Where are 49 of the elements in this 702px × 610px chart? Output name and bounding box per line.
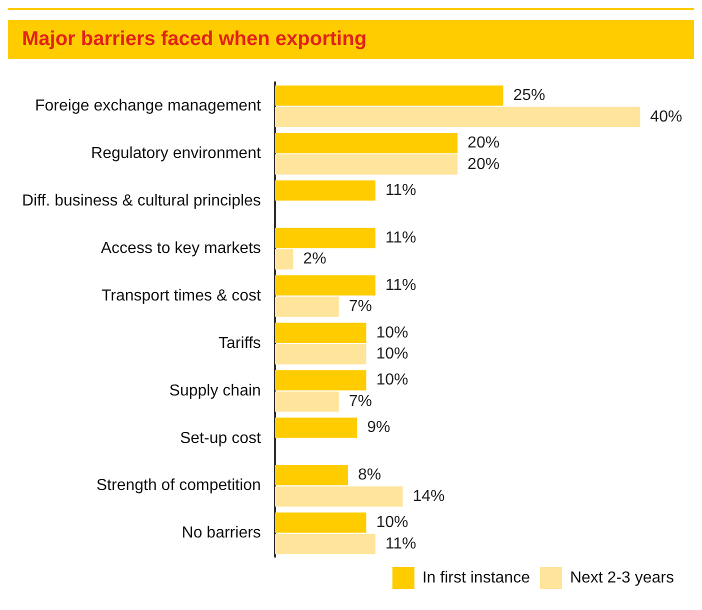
data-label: 20% bbox=[468, 156, 500, 173]
bar bbox=[274, 418, 358, 438]
bar bbox=[274, 180, 376, 201]
data-label: 7% bbox=[348, 298, 372, 316]
bar bbox=[274, 106, 640, 128]
data-label: 11% bbox=[385, 276, 416, 294]
y-tick-label: Supply chain bbox=[169, 382, 261, 400]
data-label: 9% bbox=[367, 419, 390, 436]
data-label: 11% bbox=[385, 182, 416, 199]
bar bbox=[274, 275, 376, 296]
bar bbox=[274, 296, 339, 317]
bar bbox=[274, 465, 348, 486]
data-label: 10% bbox=[376, 514, 408, 532]
bar bbox=[274, 370, 366, 390]
bar bbox=[274, 228, 376, 248]
y-tick-label: Access to key markets bbox=[100, 240, 261, 258]
y-tick-label: Foreige exchange management bbox=[35, 98, 262, 115]
bar bbox=[274, 86, 504, 106]
data-label: 40% bbox=[650, 108, 682, 126]
data-label: 8% bbox=[358, 466, 382, 484]
y-tick-label: Tariffs bbox=[218, 334, 261, 352]
data-label: 20% bbox=[468, 134, 500, 152]
legend-label: Next 2-3 years bbox=[570, 569, 674, 586]
chart-title: Major barriers faced when exporting bbox=[8, 20, 694, 59]
bar bbox=[274, 512, 366, 533]
data-label: 11% bbox=[385, 229, 416, 246]
legend-label: In first instance bbox=[422, 569, 530, 586]
data-label: 11% bbox=[385, 535, 416, 552]
y-tick-label: Transport times & cost bbox=[101, 287, 262, 304]
bar bbox=[274, 534, 376, 554]
bar bbox=[274, 391, 339, 412]
y-tick-label: Set-up cost bbox=[180, 430, 262, 447]
data-label: 14% bbox=[412, 488, 445, 505]
data-label: 2% bbox=[303, 250, 326, 268]
y-tick-label: Regulatory environment bbox=[91, 145, 262, 162]
y-tick-label: No barriers bbox=[182, 524, 261, 542]
bar bbox=[274, 344, 366, 364]
bar bbox=[274, 486, 403, 507]
data-label: 10% bbox=[376, 346, 408, 363]
bar bbox=[274, 249, 294, 270]
y-tick-label: Strength of competition bbox=[96, 477, 261, 494]
bar bbox=[274, 322, 366, 343]
bar bbox=[274, 154, 458, 175]
data-label: 7% bbox=[348, 393, 372, 410]
bar bbox=[274, 132, 458, 154]
data-label: 10% bbox=[376, 372, 408, 389]
data-label: 10% bbox=[376, 324, 408, 342]
y-tick-label: Diff. business & cultural principles bbox=[22, 192, 261, 210]
data-label: 25% bbox=[513, 87, 546, 104]
